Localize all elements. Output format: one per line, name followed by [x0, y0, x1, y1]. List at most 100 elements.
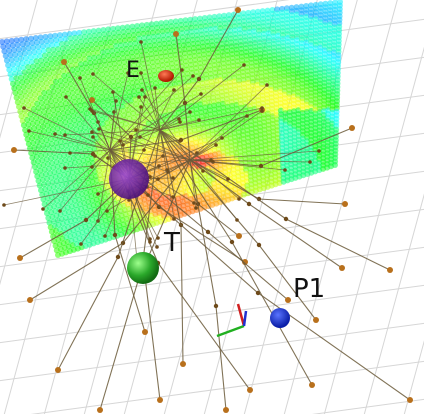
cost-point	[21, 69, 28, 76]
grid-line	[30, 360, 424, 414]
tree-node	[61, 59, 67, 65]
tree-node	[256, 242, 262, 248]
cost-point	[48, 98, 54, 105]
tree-node	[156, 177, 160, 181]
cost-point	[33, 58, 40, 65]
cost-point	[13, 56, 20, 63]
tree-node	[213, 303, 219, 309]
cost-point	[36, 109, 43, 116]
tree-node	[247, 387, 253, 393]
cost-point	[16, 103, 22, 110]
tree-node	[260, 106, 264, 110]
cost-point	[19, 79, 26, 86]
cost-point	[35, 105, 42, 112]
cost-point	[56, 92, 63, 99]
cost-point	[1, 48, 8, 55]
cost-point	[43, 80, 50, 87]
cost-point	[53, 60, 60, 67]
cost-point	[9, 42, 16, 49]
cost-point	[45, 47, 52, 54]
cost-point	[18, 74, 25, 81]
cost-map-surface	[0, 0, 343, 258]
cost-point	[0, 43, 7, 50]
cost-point	[22, 127, 29, 133]
label-P1: P1	[293, 274, 326, 304]
tree-node	[196, 76, 202, 82]
tree-node	[115, 254, 121, 260]
tree-node	[349, 125, 355, 131]
tree-node	[91, 135, 95, 139]
cost-point	[43, 57, 49, 63]
tree-node	[317, 149, 321, 153]
cost-point	[5, 62, 12, 69]
cost-point	[35, 67, 42, 74]
cost-point	[54, 106, 61, 113]
cost-point	[38, 38, 45, 45]
cost-point	[77, 102, 84, 109]
cost-point	[51, 111, 58, 118]
tree-node	[199, 92, 203, 96]
cost-point	[41, 71, 48, 78]
cost-point	[52, 116, 59, 123]
cost-point	[24, 59, 30, 66]
cost-point	[45, 108, 52, 115]
tree-branch	[109, 111, 191, 151]
tree-node	[283, 216, 289, 222]
cost-point	[33, 77, 40, 84]
cost-point	[58, 82, 65, 89]
cost-point	[51, 51, 58, 58]
cost-point	[16, 70, 23, 77]
cost-point	[38, 57, 45, 64]
tree-branch	[189, 159, 286, 171]
tree-node	[177, 117, 181, 121]
cost-point	[74, 89, 81, 96]
cost-point	[31, 68, 37, 74]
cost-point	[28, 58, 35, 65]
tree-node	[220, 136, 224, 140]
T-goal-sphere	[127, 252, 159, 284]
cost-point	[13, 75, 20, 82]
tree-node	[148, 240, 152, 244]
cost-point	[37, 95, 44, 102]
P1-marker	[270, 308, 290, 328]
cost-point	[59, 87, 66, 93]
cost-point	[9, 61, 16, 68]
cost-point	[48, 121, 55, 128]
cost-point	[72, 103, 79, 110]
tree-branch	[109, 149, 169, 173]
cost-point	[20, 64, 27, 71]
cost-point	[42, 94, 49, 101]
cost-point	[19, 41, 26, 48]
tree-branch	[28, 130, 111, 151]
cost-point	[25, 64, 32, 71]
tree-branch	[189, 159, 238, 221]
obstacle-sphere	[109, 159, 149, 199]
cost-point	[48, 60, 55, 67]
cost-point	[43, 38, 50, 45]
tree-branch	[109, 69, 183, 151]
cost-point	[3, 57, 10, 64]
cost-point	[26, 68, 33, 75]
cost-point	[19, 60, 26, 67]
cost-point	[60, 49, 67, 56]
cost-point	[71, 117, 78, 124]
grid-line	[323, 46, 424, 414]
tree-node	[103, 234, 107, 238]
cost-point	[57, 96, 64, 103]
cost-point	[30, 106, 37, 112]
tree-node	[139, 105, 143, 109]
cost-point	[15, 84, 22, 91]
cost-point	[48, 79, 55, 86]
cost-point	[44, 84, 51, 91]
cost-point	[39, 62, 46, 69]
axis-z-line	[242, 310, 248, 327]
cost-point	[0, 39, 5, 45]
tree-node	[246, 201, 252, 207]
cost-point	[30, 87, 37, 93]
axis-x-line	[236, 303, 246, 327]
tree-node	[153, 86, 157, 90]
tree-branch	[159, 129, 181, 142]
cost-point	[31, 49, 38, 56]
